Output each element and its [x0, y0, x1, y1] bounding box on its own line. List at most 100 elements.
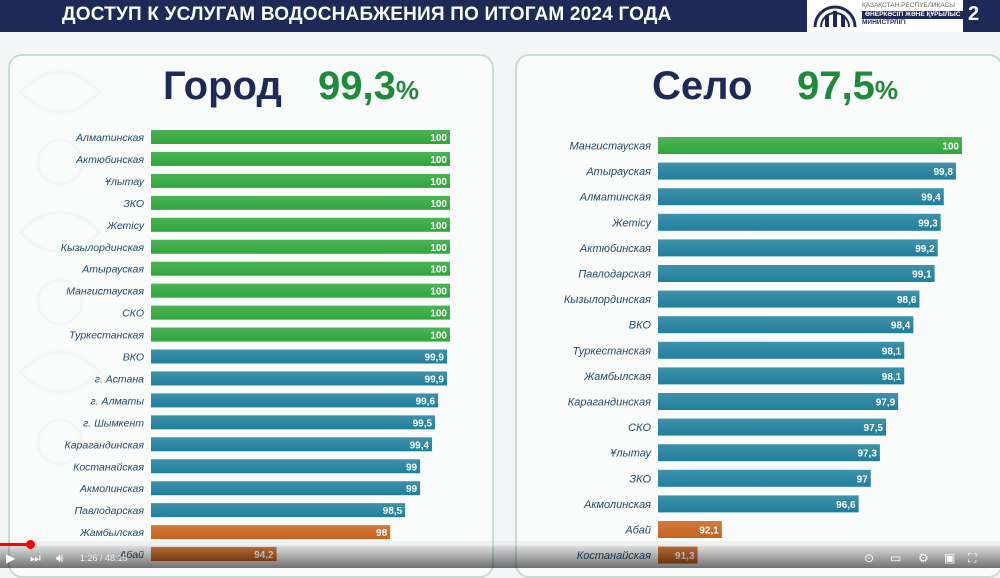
volume-icon[interactable]: 🔊︎: [56, 551, 64, 565]
city-value-label: 100: [430, 243, 447, 254]
city-bar: [151, 459, 421, 474]
city-value-label: 100: [430, 287, 447, 298]
city-category-label: Павлодарская: [75, 505, 145, 517]
village-bar: [658, 393, 899, 410]
village-value-label: 99,1: [912, 270, 932, 281]
city-bar: [151, 349, 448, 364]
ministry-logo-text: ҚАЗАҚСТАН РЕСПУБЛИКАСЫ ӨНЕРКӘСІП ЖӘНЕ ҚҰ…: [862, 2, 964, 28]
city-value-label: 99,9: [425, 353, 445, 364]
city-value-label: 98: [376, 528, 388, 539]
city-value-label: 100: [430, 265, 447, 276]
village-category-label: Ұлытау: [610, 448, 652, 460]
city-category-label: Жетісу: [106, 220, 145, 232]
village-heading: Село: [652, 64, 753, 108]
village-bar: [658, 469, 871, 487]
video-progress-fill: [0, 543, 30, 546]
city-bar: [151, 283, 450, 298]
village-value-label: 100: [942, 142, 959, 153]
city-category-label: г. Алматы: [91, 395, 145, 407]
city-category-label: Мангистауская: [66, 286, 144, 298]
city-category-label: Жамбылская: [79, 527, 144, 539]
header-bar: ДОСТУП К УСЛУГАМ ВОДОСНАБЖЕНИЯ ПО ИТОГАМ…: [0, 0, 1000, 32]
city-total: 99,3%: [318, 64, 419, 109]
city-category-label: Ұлытау: [105, 176, 145, 188]
play-icon[interactable]: ▶: [6, 551, 16, 565]
village-bar: [658, 444, 880, 462]
village-bar: [658, 239, 938, 257]
city-value-label: 100: [430, 155, 447, 166]
city-bar: [151, 415, 436, 430]
page-number: 2: [968, 3, 980, 25]
village-value-label: 98,6: [897, 295, 917, 306]
settings-gear-icon[interactable]: ⚙: [918, 551, 929, 565]
village-bar: [658, 418, 886, 436]
village-value-label: 97,9: [876, 398, 896, 409]
city-category-label: ВКО: [123, 352, 144, 364]
city-bar: [151, 239, 450, 254]
city-bar: [151, 173, 450, 188]
city-bar: [151, 481, 421, 496]
logo-line-3: МИНИСТРЛІГІ: [862, 19, 906, 26]
city-bar: [151, 217, 450, 232]
village-value-label: 96,6: [836, 500, 856, 511]
village-value-label: 98,4: [891, 321, 911, 332]
city-category-label: Алматинская: [75, 132, 144, 144]
village-value-label: 99,2: [915, 244, 935, 255]
city-value-label: 99,4: [410, 440, 430, 451]
next-icon[interactable]: ⏭: [30, 551, 41, 565]
city-category-label: г. Астана: [95, 373, 144, 385]
city-category-label: Актюбинская: [75, 154, 144, 166]
village-value-label: 92,1: [699, 526, 719, 537]
village-value-label: 99,8: [933, 167, 953, 178]
village-category-label: ВКО: [629, 320, 652, 332]
video-progress-handle[interactable]: [26, 540, 35, 549]
village-total: 97,5%: [797, 64, 898, 109]
city-category-label: Карагандинская: [65, 439, 145, 451]
city-bar: [151, 151, 450, 166]
village-bar: [658, 521, 722, 538]
village-category-label: Мангистауская: [570, 141, 652, 153]
village-bar: [658, 188, 944, 206]
village-bar: [658, 265, 935, 282]
city-category-label: ЗКО: [123, 198, 144, 210]
village-category-label: Жетісу: [611, 217, 652, 229]
village-value-label: 99,3: [918, 218, 938, 229]
city-value-label: 99,6: [416, 396, 436, 407]
village-bar: [658, 290, 920, 308]
city-value-label: 100: [430, 221, 447, 232]
city-heading: Город: [163, 64, 282, 108]
village-category-label: Алматинская: [579, 192, 651, 204]
village-category-label: ЗКО: [629, 473, 651, 485]
city-bar: [151, 130, 450, 144]
logo-line-2: ӨНЕРКӘСІП ЖӘНЕ ҚҰРЫЛЫС: [862, 10, 964, 19]
fullscreen-icon[interactable]: ⛶: [968, 551, 977, 565]
village-bar: [658, 137, 962, 154]
village-category-label: Жамбылская: [583, 371, 651, 383]
city-bar: [151, 437, 433, 452]
subtitles-icon[interactable]: ▭: [890, 551, 902, 565]
video-progress-track[interactable]: [0, 543, 1000, 546]
city-bar: [151, 393, 439, 408]
city-value-label: 100: [430, 331, 447, 342]
autoplay-toggle-icon[interactable]: ⊙: [864, 551, 875, 565]
city-value-label: 100: [430, 133, 447, 144]
video-controls: [0, 540, 1000, 568]
village-value-label: 97: [857, 474, 869, 485]
village-bar: [658, 213, 941, 231]
village-bar: [658, 495, 859, 513]
village-category-label: СКО: [628, 422, 651, 434]
logo-line-1: ҚАЗАҚСТАН РЕСПУБЛИКАСЫ: [862, 2, 955, 9]
city-bar: [151, 503, 406, 518]
city-value-label: 99: [406, 484, 418, 495]
city-bar: [151, 525, 391, 540]
city-category-label: Атырауская: [81, 264, 144, 276]
village-category-label: Абай: [624, 525, 651, 537]
city-category-label: СКО: [122, 308, 144, 320]
city-value-label: 99,9: [425, 374, 445, 385]
village-bar: [658, 316, 914, 334]
city-value-label: 100: [430, 199, 447, 210]
city-category-label: Костанайская: [73, 461, 144, 473]
miniplayer-icon[interactable]: ▣: [944, 551, 956, 565]
village-bar: [658, 367, 905, 385]
